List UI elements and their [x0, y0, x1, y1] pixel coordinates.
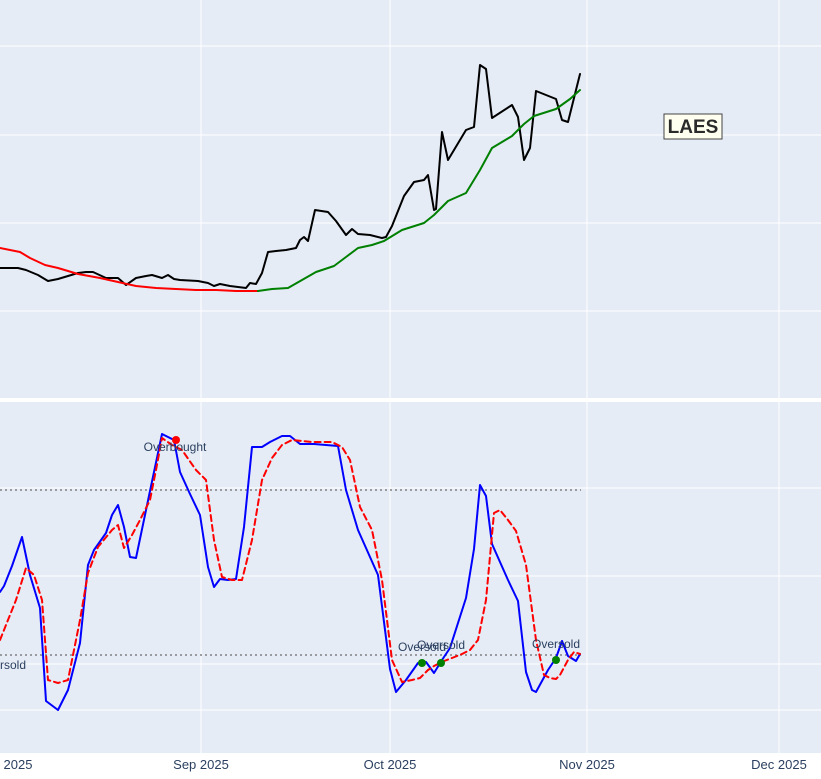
oversold-label: Oversold: [398, 640, 446, 654]
stochastic-panel-background: [0, 402, 821, 753]
oversold-label: Oversold: [417, 638, 465, 652]
price-line: [0, 64, 581, 289]
oversold-marker: [437, 659, 445, 667]
ticker-label-box: [663, 113, 723, 140]
moving-average-red-line: [0, 247, 259, 292]
price-panel-background: [0, 0, 821, 398]
x-axis-tick-label: Dec 2025: [751, 757, 807, 772]
x-axis-tick-label: Nov 2025: [559, 757, 615, 772]
oversold-marker: [552, 656, 560, 664]
x-axis-tick-label: Sep 2025: [173, 757, 229, 772]
stochastic-d-line: [0, 437, 581, 684]
overbought-label: Overbought: [144, 440, 207, 454]
x-axis-tick-label: 2025: [4, 757, 33, 772]
overbought-marker: [172, 436, 180, 444]
oversold-label: Oversold: [532, 637, 580, 651]
oversold-label: Oversold: [0, 658, 26, 672]
x-axis-tick-label: Oct 2025: [364, 757, 417, 772]
moving-average-green-line: [257, 89, 581, 292]
stochastic-k-line: [0, 433, 581, 711]
oversold-marker: [418, 659, 426, 667]
ticker-label: LAES: [668, 117, 719, 138]
